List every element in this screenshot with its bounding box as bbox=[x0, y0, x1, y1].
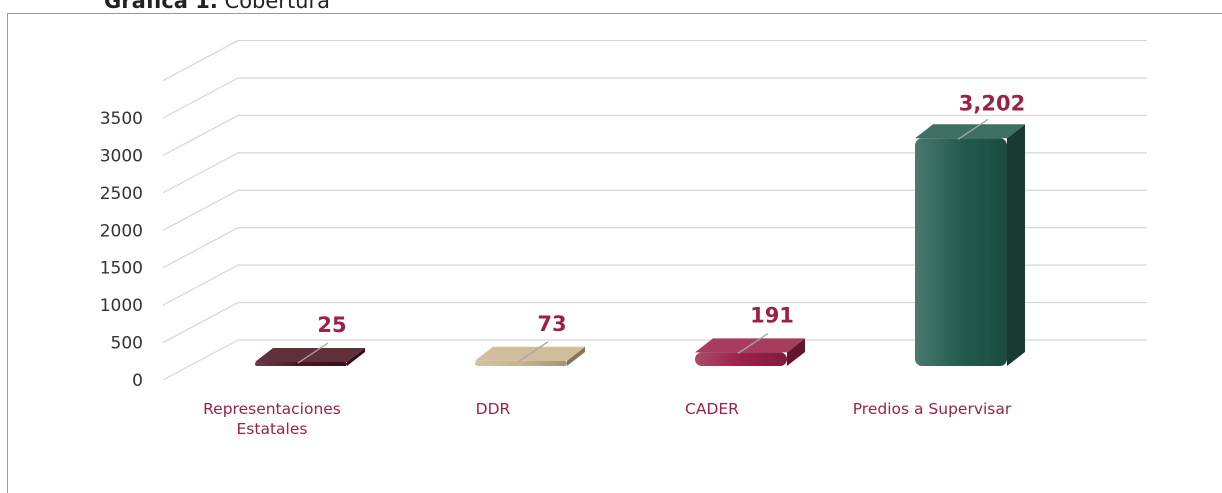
bar-1 bbox=[255, 348, 365, 366]
grid-diagonal bbox=[162, 114, 239, 156]
y-tick-label: 500 bbox=[111, 334, 143, 354]
caption-text: Cobertura bbox=[224, 0, 330, 13]
caption-prefix: Gráfica 1. bbox=[104, 0, 218, 13]
x-tick-label: CADER bbox=[685, 400, 739, 418]
x-tick-label: Predios a Supervisar bbox=[853, 400, 1012, 418]
y-tick-label: 1500 bbox=[100, 259, 143, 279]
leader-line bbox=[957, 118, 989, 140]
y-tick-label: 2000 bbox=[100, 221, 143, 241]
y-tick-label: 3000 bbox=[100, 146, 143, 166]
leader-line bbox=[517, 341, 549, 363]
y-tick-label: 0 bbox=[132, 371, 143, 391]
grid-diagonal bbox=[162, 189, 239, 231]
chart-frame bbox=[7, 13, 1222, 493]
leader-line bbox=[737, 332, 769, 354]
grid-diagonal bbox=[162, 339, 239, 381]
y-tick-label: 3500 bbox=[100, 109, 143, 129]
grid-diagonal bbox=[162, 152, 239, 194]
bar-side bbox=[567, 346, 585, 366]
grid-diagonal bbox=[162, 40, 239, 82]
data-label: 191 bbox=[750, 303, 794, 327]
bar-side bbox=[347, 348, 365, 366]
grid-diagonal bbox=[162, 264, 239, 306]
data-label: 73 bbox=[537, 312, 566, 336]
bar-2 bbox=[475, 346, 585, 366]
bar-3 bbox=[695, 338, 805, 366]
data-label: 3,202 bbox=[959, 91, 1025, 115]
leader-line bbox=[297, 342, 329, 364]
grid-diagonal bbox=[162, 77, 239, 119]
y-axis: 0 500 1000 1500 2000 2500 3000 3500 bbox=[100, 109, 143, 391]
chart-caption: Gráfica 1. Cobertura bbox=[104, 0, 330, 13]
bars: 25 73 191 3,202 bbox=[255, 91, 1025, 367]
grid-diagonal bbox=[162, 227, 239, 269]
grid-diagonal bbox=[162, 302, 239, 344]
data-label: 25 bbox=[317, 313, 346, 337]
x-axis: Representaciones Estatales DDR CADER Predios… bbox=[203, 400, 1012, 438]
x-tick-label: Representaciones bbox=[203, 400, 341, 418]
bar-front bbox=[695, 352, 787, 366]
y-tick-label: 1000 bbox=[100, 296, 143, 316]
bar-front bbox=[475, 360, 567, 366]
bar-side bbox=[1007, 124, 1025, 367]
x-tick-label: Estatales bbox=[237, 420, 308, 438]
bar-front bbox=[255, 362, 347, 366]
bar-4 bbox=[915, 124, 1025, 367]
x-tick-label: DDR bbox=[476, 400, 511, 418]
bar-front bbox=[915, 138, 1007, 366]
y-tick-label: 2500 bbox=[100, 184, 143, 204]
bar-side bbox=[787, 338, 805, 366]
